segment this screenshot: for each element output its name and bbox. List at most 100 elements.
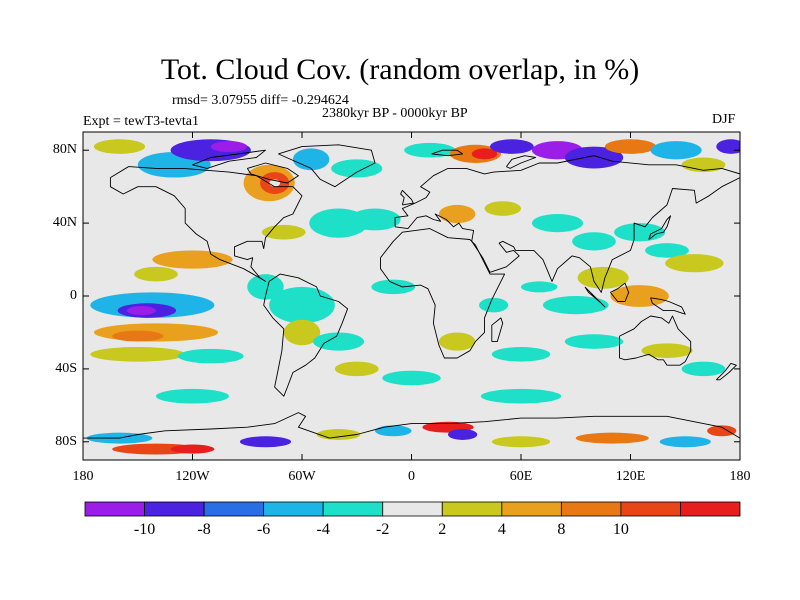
coastline-north-america [109,166,303,282]
coastline-eurasia [394,155,740,293]
lon-label: 180 [729,469,751,484]
lat-label: 80N [52,142,77,158]
anomaly-region-30 [438,332,476,351]
anomaly-region-16 [349,208,401,231]
anomaly-region-37 [480,388,562,404]
colorbar-tick-label: -2 [376,521,390,538]
coastlines [83,144,740,439]
axis-ticks [82,132,741,460]
coastline-svalbard [431,149,464,157]
anomaly-region-10 [269,286,335,324]
colorbar-swatch [144,501,205,517]
anomaly-region-9 [247,274,284,300]
lon-label: 60E [509,469,533,484]
anomaly-region-52 [604,139,657,154]
colorbar-tick-label: -10 [133,521,156,538]
anomaly-region-25 [610,285,669,307]
anomaly-region-36 [156,388,229,404]
colorbar-tick-label: 2 [438,521,447,538]
anomaly-region-1 [134,266,178,282]
coastline-madagascar [491,317,504,343]
anomaly-region-59 [170,444,215,454]
anomaly-region-66 [575,432,649,444]
anomaly-region-64 [448,429,478,440]
anomaly-region-53 [650,141,702,160]
anomaly-region-24 [577,266,629,289]
anomaly-region-56 [93,139,146,154]
experiment-label: Expt = tewT3-tevta1 [83,114,199,129]
anomaly-region-62 [375,425,412,437]
anomaly-region-11 [283,319,321,346]
colorbar-swatch [560,501,622,517]
colorbar-swatch [501,501,562,517]
anomaly-region-7 [90,347,186,362]
anomaly-region-45 [331,159,383,178]
anomaly-region-51 [564,146,624,169]
anomaly-region-17 [261,224,306,240]
coastline-africa [380,228,506,359]
colorbar-swatch [203,501,265,517]
anomaly-region-4 [126,306,156,316]
lat-label: 40S [55,360,77,376]
colorbar-swatch [441,501,503,517]
anomaly-region-13 [334,361,379,377]
colorbar-swatch [322,501,384,517]
anomaly-region-28 [521,281,558,293]
coastline-borneo [610,282,630,302]
colorbar-tick-label: 8 [557,521,566,538]
lon-label: 60W [288,469,316,484]
anomaly-region-49 [489,139,534,154]
colorbar-swatch [620,501,681,517]
anomaly-region-68 [707,425,737,437]
coastline-antarctica [83,412,740,439]
anomaly-region-6 [112,330,164,342]
lon-label: 0 [408,469,415,484]
anomaly-region-29 [479,297,509,313]
anomaly-region-20 [531,214,584,233]
anomaly-region-12 [312,332,365,351]
anomaly-region-21 [572,232,616,251]
map-title: Tot. Cloud Cov. (random overlap, in %) [160,53,640,86]
anomaly-region-40 [210,141,248,153]
stats-label: rmsd= 3.07955 diff= -0.294624 [172,93,349,108]
season-label: DJF [712,112,736,127]
anomaly-region-19 [484,201,521,216]
anomaly-region-48 [471,148,498,160]
coastline-arctic-islands [192,149,266,169]
anomaly-region-14 [371,279,416,295]
anomaly-region-23 [645,243,689,258]
colorbar-tick-label: 4 [497,521,506,538]
coastline-novaya-zemlya [506,155,537,169]
period-label: 2380kyr BP - 0000kyr BP [322,106,468,121]
coastline-uk [400,189,414,206]
anomaly-region-31 [491,347,551,362]
lon-label: 120E [615,469,646,484]
anomaly-region-26 [665,254,724,273]
colorbar-tick-label: -4 [316,521,330,538]
anomaly-region-44 [292,148,330,171]
colorbar-swatch [680,501,741,517]
colorbar-swatch [382,501,443,517]
anomaly-region-67 [659,436,711,448]
anomaly-region-55 [716,139,740,154]
lat-label: 40N [52,215,77,231]
coastline-new-zealand [715,362,737,381]
colorbar-tick-label: -8 [197,521,211,538]
anomaly-region-8 [177,348,244,364]
colorbar [84,501,741,517]
coastline-new-guinea [650,297,686,315]
coastline-sumatra [584,286,606,308]
lat-label: 0 [70,288,77,303]
colorbar-swatch [263,501,324,517]
anomaly-region-32 [564,334,624,349]
anomaly-region-27 [542,296,609,315]
lon-label: 120W [175,469,210,484]
coastline-greenland [278,144,376,188]
coastline-australia [619,315,692,366]
anomaly-region-33 [641,343,693,358]
anomaly-region-18 [438,204,476,224]
anomaly-region-60 [239,436,292,448]
anomaly-region-46 [404,142,456,158]
coastline-south-america [263,273,349,397]
